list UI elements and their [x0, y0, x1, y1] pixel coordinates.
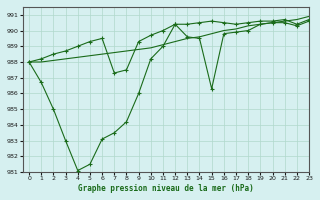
X-axis label: Graphe pression niveau de la mer (hPa): Graphe pression niveau de la mer (hPa) [78, 184, 254, 193]
